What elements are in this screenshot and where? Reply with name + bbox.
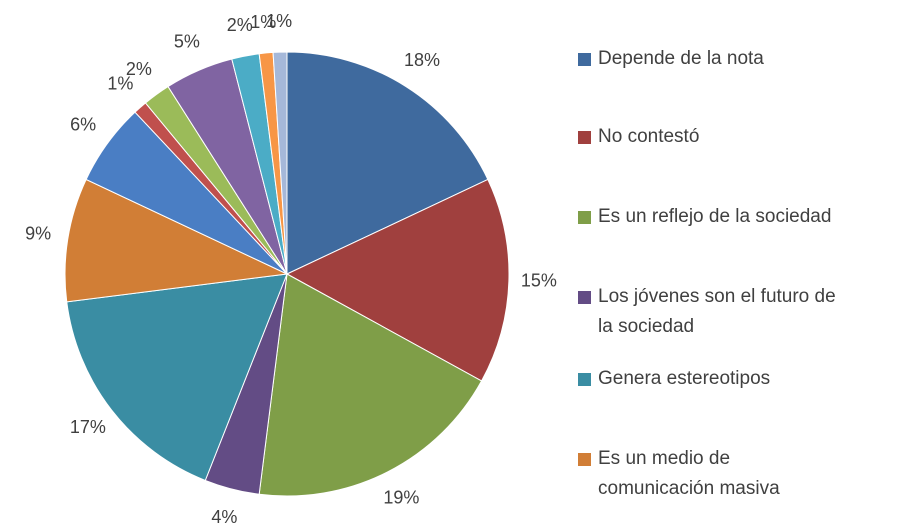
- data-label: 4%: [211, 507, 237, 527]
- pie-slice: [272, 51, 288, 275]
- pie-slice: [286, 51, 489, 275]
- pie-slice: [66, 273, 288, 482]
- legend-label: Es un medio de comunicación masiva: [598, 448, 780, 499]
- data-label: 2%: [227, 15, 253, 35]
- data-label: 1%: [250, 12, 276, 32]
- data-label: 15%: [521, 271, 557, 291]
- pie-slice: [258, 273, 483, 497]
- legend-label: Depende de la nota: [598, 48, 764, 69]
- legend-swatch: [578, 453, 591, 466]
- data-label: 1%: [107, 74, 133, 94]
- legend-swatch: [578, 291, 591, 304]
- legend-label: Los jóvenes son el futuro de la sociedad: [598, 286, 836, 337]
- data-label: 18%: [404, 50, 440, 70]
- legend-entry: Depende de la nota: [578, 44, 878, 74]
- pie-slice: [285, 178, 510, 382]
- legend-entry: Los jóvenes son el futuro de la sociedad: [578, 282, 878, 342]
- legend-label: No contestó: [598, 126, 700, 147]
- data-label: 6%: [70, 115, 96, 135]
- legend-entry: Es un reflejo de la sociedad: [578, 202, 878, 232]
- legend-label: Es un reflejo de la sociedad: [598, 206, 832, 227]
- pie-slice: [64, 178, 289, 303]
- data-label: 1%: [266, 11, 292, 31]
- data-label: 2%: [126, 59, 152, 79]
- data-label: 19%: [383, 487, 419, 507]
- data-label: 5%: [174, 31, 200, 51]
- data-label: 17%: [70, 417, 106, 437]
- legend-swatch: [578, 211, 591, 224]
- legend-swatch: [578, 53, 591, 66]
- legend-swatch: [578, 373, 591, 386]
- legend-entry: Genera estereotipos: [578, 364, 878, 394]
- data-label: 9%: [25, 223, 51, 243]
- legend-swatch: [578, 131, 591, 144]
- legend-entry: Es un medio de comunicación masiva: [578, 444, 878, 504]
- legend-entry: No contestó: [578, 122, 878, 152]
- legend-label: Genera estereotipos: [598, 368, 771, 389]
